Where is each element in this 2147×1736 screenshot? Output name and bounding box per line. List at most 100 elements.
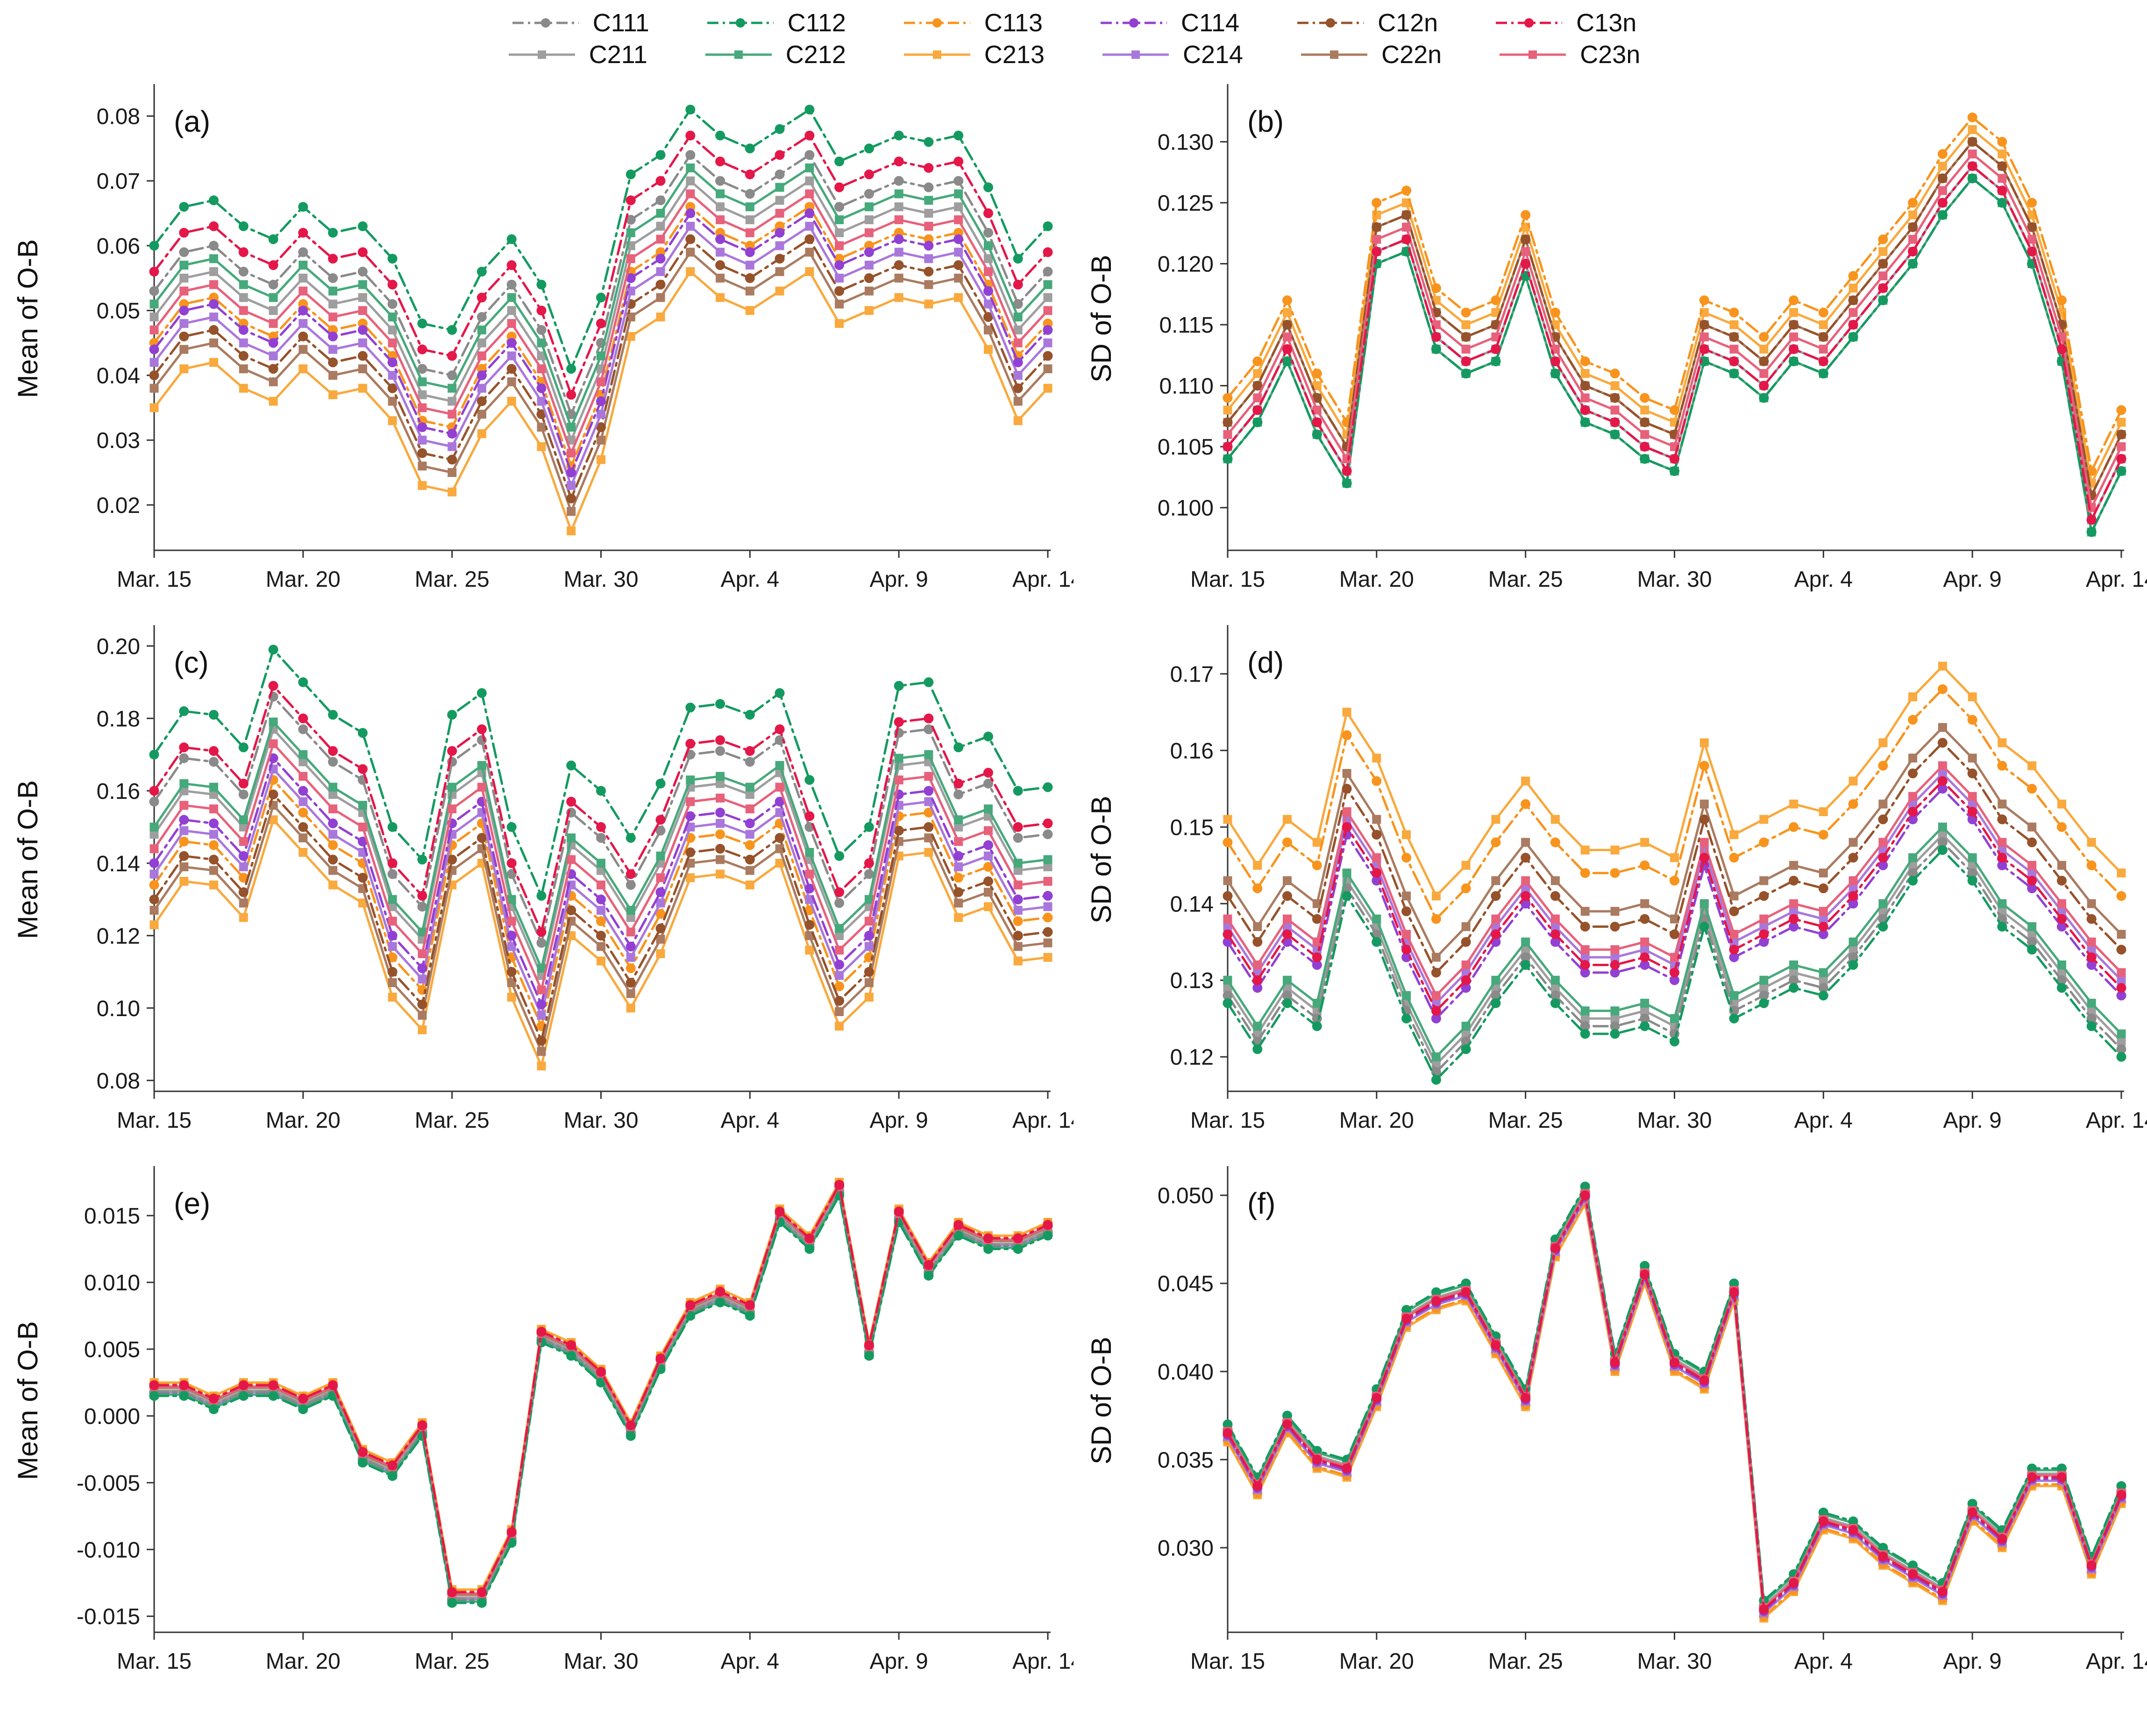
panel-e: -0.015 -0.010 -0.005 0.000 0.005 0.010 0.015 Ma… bbox=[0, 1151, 1083, 1692]
legend-swatch-C212 bbox=[705, 50, 772, 59]
series-markers-C22n bbox=[1223, 723, 2126, 962]
legend-item-C213: C213 bbox=[902, 40, 1045, 69]
legend-swatch-C111 bbox=[512, 18, 579, 28]
y-axis-label: SD of O-B bbox=[1086, 255, 1117, 382]
series-line-C111 bbox=[1226, 1192, 2123, 1609]
x-tick-label: Mar. 25 bbox=[1488, 567, 1563, 592]
legend-item-C12n: C12n bbox=[1295, 8, 1438, 37]
panel-a: 0.02 0.03 0.04 0.05 0.06 0.07 0.08 Mar. 15 Mar. … bbox=[0, 69, 1083, 610]
x-tick-label: Mar. 20 bbox=[266, 567, 341, 592]
series-line-C211 bbox=[1226, 1190, 2123, 1607]
legend-label-C111: C111 bbox=[592, 9, 649, 37]
legend-swatch-C211 bbox=[508, 50, 575, 59]
y-tick-label: -0.015 bbox=[77, 1605, 140, 1629]
x-tick-label: Mar. 25 bbox=[415, 1649, 490, 1674]
legend-item-C212: C212 bbox=[704, 40, 846, 69]
panel-tag-a: (a) bbox=[174, 105, 210, 138]
y-tick-label: 0.05 bbox=[97, 299, 140, 324]
legend-swatch-C112 bbox=[707, 18, 774, 28]
x-tick-label: Mar. 30 bbox=[563, 1108, 638, 1133]
y-tick-label: 0.120 bbox=[1158, 252, 1214, 277]
series-markers-C112 bbox=[149, 645, 1053, 901]
x-axis-ticks: Mar. 15 Mar. 20 Mar. 25 Mar. 30 Apr. 4 Apr. 9… bbox=[117, 1632, 1083, 1674]
y-tick-label: -0.010 bbox=[77, 1538, 140, 1563]
x-tick-label: Apr. 9 bbox=[869, 1649, 928, 1674]
x-tick-label: Mar. 30 bbox=[1637, 567, 1712, 592]
series-line-C111 bbox=[153, 154, 1049, 416]
series-markers-C112 bbox=[1223, 845, 2126, 1085]
legend-label-C12n: C12n bbox=[1378, 9, 1438, 37]
x-tick-label: Mar. 25 bbox=[415, 1108, 490, 1133]
y-tick-label: 0.04 bbox=[97, 363, 140, 388]
series-markers-C114 bbox=[149, 208, 1053, 477]
series-markers-C212 bbox=[149, 718, 1052, 973]
series-markers-C13n bbox=[1223, 776, 2126, 1016]
y-axis-ticks: 0.02 0.03 0.04 0.05 0.06 0.07 0.08 bbox=[97, 104, 154, 518]
y-tick-label: 0.010 bbox=[84, 1271, 140, 1295]
series-line-C22n bbox=[1226, 1192, 2123, 1609]
x-tick-label: Mar. 30 bbox=[563, 1649, 638, 1674]
series-markers-C111 bbox=[149, 150, 1053, 420]
series-markers-C113 bbox=[1223, 1197, 2126, 1622]
series-markers-C112 bbox=[149, 105, 1053, 374]
x-tick-label: Apr. 14 bbox=[1012, 567, 1074, 592]
y-tick-label: 0.12 bbox=[97, 924, 140, 949]
legend-label-C112: C112 bbox=[787, 9, 846, 37]
series-line-C213 bbox=[1226, 1202, 2123, 1620]
legend-swatch-C113 bbox=[903, 18, 970, 28]
y-tick-label: 0.14 bbox=[1170, 892, 1214, 917]
x-tick-label: Mar. 25 bbox=[415, 567, 490, 592]
series-markers-C23n bbox=[1223, 1189, 2126, 1612]
x-tick-label: Apr. 4 bbox=[1794, 1649, 1853, 1674]
x-tick-label: Mar. 15 bbox=[1190, 567, 1265, 592]
legend-swatch-C214 bbox=[1102, 50, 1169, 59]
y-tick-label: 0.12 bbox=[1170, 1045, 1214, 1070]
y-tick-label: 0.18 bbox=[97, 707, 140, 732]
y-axis-label: Mean of O-B bbox=[12, 780, 43, 939]
y-axis-label: Mean of O-B bbox=[12, 1321, 43, 1480]
y-axis-ticks: 0.12 0.13 0.14 0.15 0.16 0.17 bbox=[1170, 662, 1228, 1070]
legend-label-C23n: C23n bbox=[1580, 41, 1641, 69]
y-tick-label: 0.16 bbox=[97, 779, 140, 804]
y-tick-label: -0.005 bbox=[77, 1471, 140, 1496]
x-tick-label: Apr. 14 bbox=[1012, 1649, 1074, 1674]
x-tick-label: Apr. 9 bbox=[869, 567, 928, 592]
panel-tag-e: (e) bbox=[174, 1187, 210, 1220]
y-tick-label: 0.110 bbox=[1159, 374, 1214, 399]
legend-label-C214: C214 bbox=[1183, 41, 1244, 69]
y-tick-label: 0.08 bbox=[97, 1069, 140, 1094]
legend-item-C113: C113 bbox=[902, 8, 1043, 37]
y-tick-label: 0.035 bbox=[1158, 1448, 1214, 1473]
y-axis-ticks: -0.015 -0.010 -0.005 0.000 0.005 0.010 0.015 bbox=[77, 1204, 154, 1629]
y-tick-label: 0.050 bbox=[1158, 1184, 1214, 1209]
x-tick-label: Apr. 14 bbox=[2086, 567, 2147, 592]
series-line-C212 bbox=[1226, 1187, 2123, 1604]
y-tick-label: 0.100 bbox=[1158, 496, 1214, 521]
y-axis-label: SD of O-B bbox=[1086, 1337, 1117, 1464]
x-tick-label: Apr. 9 bbox=[1943, 1108, 2001, 1133]
y-tick-label: 0.115 bbox=[1159, 313, 1214, 338]
series-markers-C212 bbox=[149, 163, 1052, 432]
x-tick-label: Mar. 15 bbox=[1190, 1108, 1265, 1133]
series-markers-C213 bbox=[1223, 662, 2126, 901]
y-tick-label: 0.07 bbox=[97, 169, 140, 194]
series-line-C13n bbox=[1226, 1194, 2123, 1611]
legend-label-C211: C211 bbox=[589, 41, 647, 69]
series-markers-C12n bbox=[149, 234, 1053, 504]
legend-item-C214: C214 bbox=[1101, 40, 1243, 69]
series-markers-C214 bbox=[149, 221, 1052, 490]
series-markers-C13n bbox=[1223, 1190, 2126, 1615]
axes bbox=[153, 84, 1051, 551]
legend-item-C211: C211 bbox=[507, 40, 647, 69]
charts-grid: 0.02 0.03 0.04 0.05 0.06 0.07 0.08 Mar. 15 Mar. … bbox=[0, 69, 2147, 1692]
x-tick-label: Mar. 20 bbox=[1339, 1108, 1414, 1133]
panel-tag-f: (f) bbox=[1247, 1187, 1275, 1220]
series-markers-C23n bbox=[1223, 761, 2126, 1000]
panel-b: 0.100 0.105 0.110 0.115 0.120 0.125 0.130 Mar. … bbox=[1074, 69, 2147, 610]
x-tick-label: Mar. 20 bbox=[266, 1649, 341, 1674]
y-axis-label: SD of O-B bbox=[1086, 796, 1117, 923]
